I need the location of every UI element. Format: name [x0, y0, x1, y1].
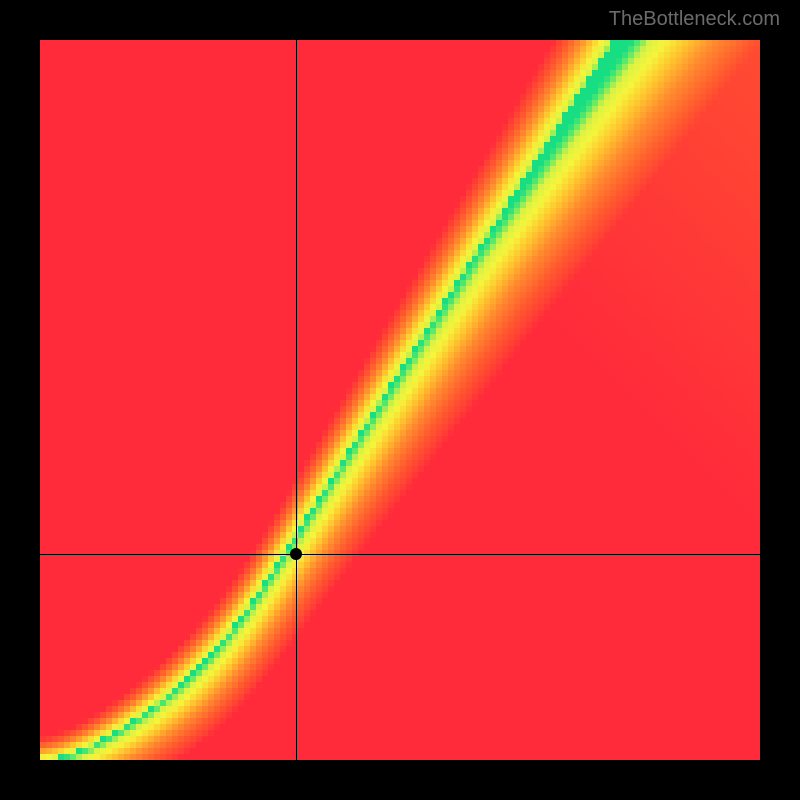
crosshair-vertical	[296, 40, 297, 760]
marker-dot	[290, 548, 302, 560]
heatmap-plot	[40, 40, 760, 760]
heatmap-canvas	[40, 40, 760, 760]
watermark-text: TheBottleneck.com	[609, 8, 780, 31]
crosshair-horizontal	[40, 554, 760, 555]
